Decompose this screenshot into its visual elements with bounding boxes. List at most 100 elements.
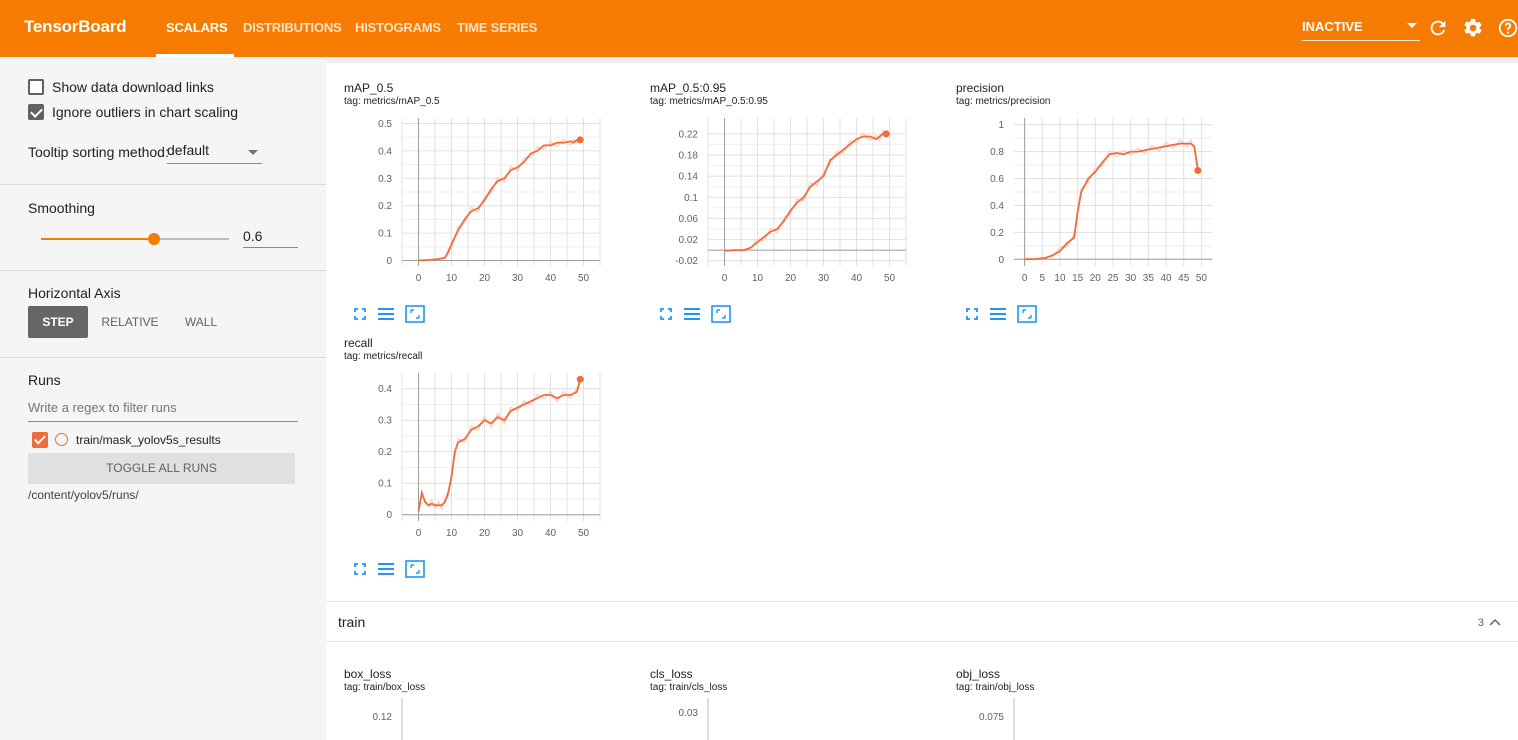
list-icon[interactable]: [683, 306, 701, 322]
y-tick-label: 0.8: [990, 147, 1004, 158]
runs-filter-input[interactable]: Write a regex to filter runs: [28, 400, 298, 422]
reload-status-select[interactable]: INACTIVE: [1302, 19, 1420, 41]
smoothed-series-line: [724, 133, 887, 252]
chart-title: precision: [956, 81, 1005, 95]
y-tick-label: 0.06: [679, 214, 699, 225]
chart-plot[interactable]: 0 0.1 0.2 0.3 0.4 0.5 0 10 20 30 40 50: [326, 60, 616, 305]
run-color-swatch[interactable]: [55, 433, 68, 446]
raw-series-line: [418, 135, 581, 262]
show-download-label: Show data download links: [52, 79, 214, 95]
chart-tag: tag: train/box_loss: [344, 682, 426, 693]
y-tick-label: 0.1: [684, 193, 698, 204]
toggle-all-runs-button[interactable]: TOGGLE ALL RUNS: [28, 453, 295, 484]
chevron-up-icon[interactable]: [1488, 615, 1502, 629]
x-tick-label: 40: [1160, 273, 1172, 284]
list-icon[interactable]: [989, 306, 1007, 322]
chart-card-map-0-5: mAP_0.5 tag: metrics/mAP_0.5 0 0.1 0.2 0.3 0…: [326, 60, 616, 323]
x-tick-label: 10: [446, 273, 458, 284]
tab-histograms[interactable]: HISTOGRAMS: [355, 20, 441, 35]
chart-card-recall: recall tag: metrics/recall 0 0.1 0.2 0.3 0.4…: [326, 315, 616, 578]
y-tick-label: 0.3: [378, 174, 392, 185]
train-section-header[interactable]: train 3: [326, 601, 1518, 642]
fit-domain-icon[interactable]: [405, 305, 425, 323]
chart-tag: tag: metrics/mAP_0.5:0.95: [650, 96, 768, 107]
chart-card-obj-loss: obj_loss tag: train/obj_loss 0.075: [938, 646, 1228, 740]
y-tick-label: 0.02: [679, 235, 699, 246]
smoothed-series-line: [1024, 142, 1199, 261]
y-tick-label: 0.5: [378, 119, 392, 130]
axis-wall-button[interactable]: WALL: [184, 315, 218, 329]
y-tick-label: 0: [386, 510, 392, 521]
last-point-marker: [1194, 166, 1202, 174]
smoothing-slider[interactable]: [41, 233, 229, 245]
x-tick-label: 10: [1054, 273, 1066, 284]
smoothing-title: Smoothing: [28, 200, 95, 216]
run-checkbox[interactable]: [32, 432, 48, 448]
fit-domain-icon[interactable]: [1017, 305, 1037, 323]
x-tick-label: 35: [1143, 273, 1155, 284]
fit-domain-icon[interactable]: [711, 305, 731, 323]
tab-scalars[interactable]: SCALARS: [166, 20, 228, 35]
x-tick-label: 20: [479, 528, 491, 539]
chart-card-precision: precision tag: metrics/precision 0 0.2 0.4…: [938, 60, 1228, 323]
options-section: Show data download links Ignore outliers…: [0, 57, 326, 185]
x-tick-label: 10: [446, 528, 458, 539]
smoothed-series-line: [417, 379, 582, 512]
chart-title: mAP_0.5: [344, 81, 394, 95]
chart-title: box_loss: [344, 667, 392, 681]
raw-series-line: [1024, 138, 1199, 261]
y-tick-label: 0.3: [378, 416, 392, 427]
x-tick-label: 25: [1107, 273, 1119, 284]
chevron-down-icon: [248, 150, 258, 155]
raw-series-line: [724, 128, 887, 252]
settings-icon[interactable]: [1462, 17, 1484, 39]
chart-title: obj_loss: [956, 667, 1001, 681]
x-tick-label: 0: [416, 273, 422, 284]
y-tick-label: 0.1: [378, 229, 392, 240]
fullscreen-icon[interactable]: [352, 561, 368, 577]
x-tick-label: 30: [512, 528, 524, 539]
x-tick-label: 0: [1022, 273, 1028, 284]
y-tick-label: 0.4: [990, 201, 1004, 212]
fullscreen-icon[interactable]: [658, 306, 674, 322]
help-icon[interactable]: [1497, 17, 1518, 39]
y-tick-label: 0.03: [679, 708, 699, 719]
tab-time-series[interactable]: TIME SERIES: [457, 20, 538, 35]
axis-step-button[interactable]: STEP: [28, 306, 88, 338]
tab-distributions[interactable]: DISTRIBUTIONS: [243, 20, 342, 35]
show-download-checkbox[interactable]: [28, 79, 44, 95]
x-tick-label: 0: [722, 273, 728, 284]
slider-thumb[interactable]: [147, 233, 160, 245]
x-tick-label: 20: [479, 273, 491, 284]
list-icon[interactable]: [377, 561, 395, 577]
y-tick-label: 0.18: [679, 151, 699, 162]
x-tick-label: 20: [1090, 273, 1102, 284]
axis-relative-button[interactable]: RELATIVE: [101, 315, 159, 329]
y-tick-label: -0.02: [675, 256, 698, 267]
x-tick-label: 10: [752, 273, 764, 284]
fullscreen-icon[interactable]: [964, 306, 980, 322]
fullscreen-icon[interactable]: [352, 306, 368, 322]
ignore-outliers-checkbox[interactable]: [28, 104, 44, 120]
chart-plot[interactable]: 00.20.40.60.810 5 10 15 20 25 30 35 40 45 50: [938, 60, 1228, 305]
divider: [0, 357, 326, 358]
chart-card-map-0-5-0-95: mAP_0.5:0.95 tag: metrics/mAP_0.5:0.95 -…: [632, 60, 922, 323]
main-panel: mAP_0.5 tag: metrics/mAP_0.5 0 0.1 0.2 0.3 0…: [326, 60, 1518, 740]
x-tick-label: 20: [785, 273, 797, 284]
chart-plot[interactable]: -0.02 0.02 0.06 0.1 0.14 0.18 0.22 0 10 20 30 40 50: [632, 60, 922, 305]
y-tick-label: 0.14: [679, 172, 699, 183]
sidebar: Show data download links Ignore outliers…: [0, 57, 326, 740]
tooltip-sorting-select[interactable]: default: [167, 142, 262, 164]
fit-domain-icon[interactable]: [405, 560, 425, 578]
refresh-icon[interactable]: [1427, 17, 1449, 39]
list-icon[interactable]: [377, 306, 395, 322]
x-tick-label: 30: [1125, 273, 1137, 284]
section-count: 3: [1477, 617, 1484, 629]
chart-plot[interactable]: 0 0.1 0.2 0.3 0.4 0 10 20 30 40 50: [326, 315, 616, 560]
chart-card-cls-loss: cls_loss tag: train/cls_loss 0.03: [632, 646, 922, 740]
smoothing-input[interactable]: 0.6: [243, 228, 298, 248]
y-tick-label: 0.6: [990, 174, 1004, 185]
chart-tag: tag: metrics/precision: [956, 96, 1051, 107]
x-tick-label: 30: [818, 273, 830, 284]
divider: [0, 270, 326, 271]
